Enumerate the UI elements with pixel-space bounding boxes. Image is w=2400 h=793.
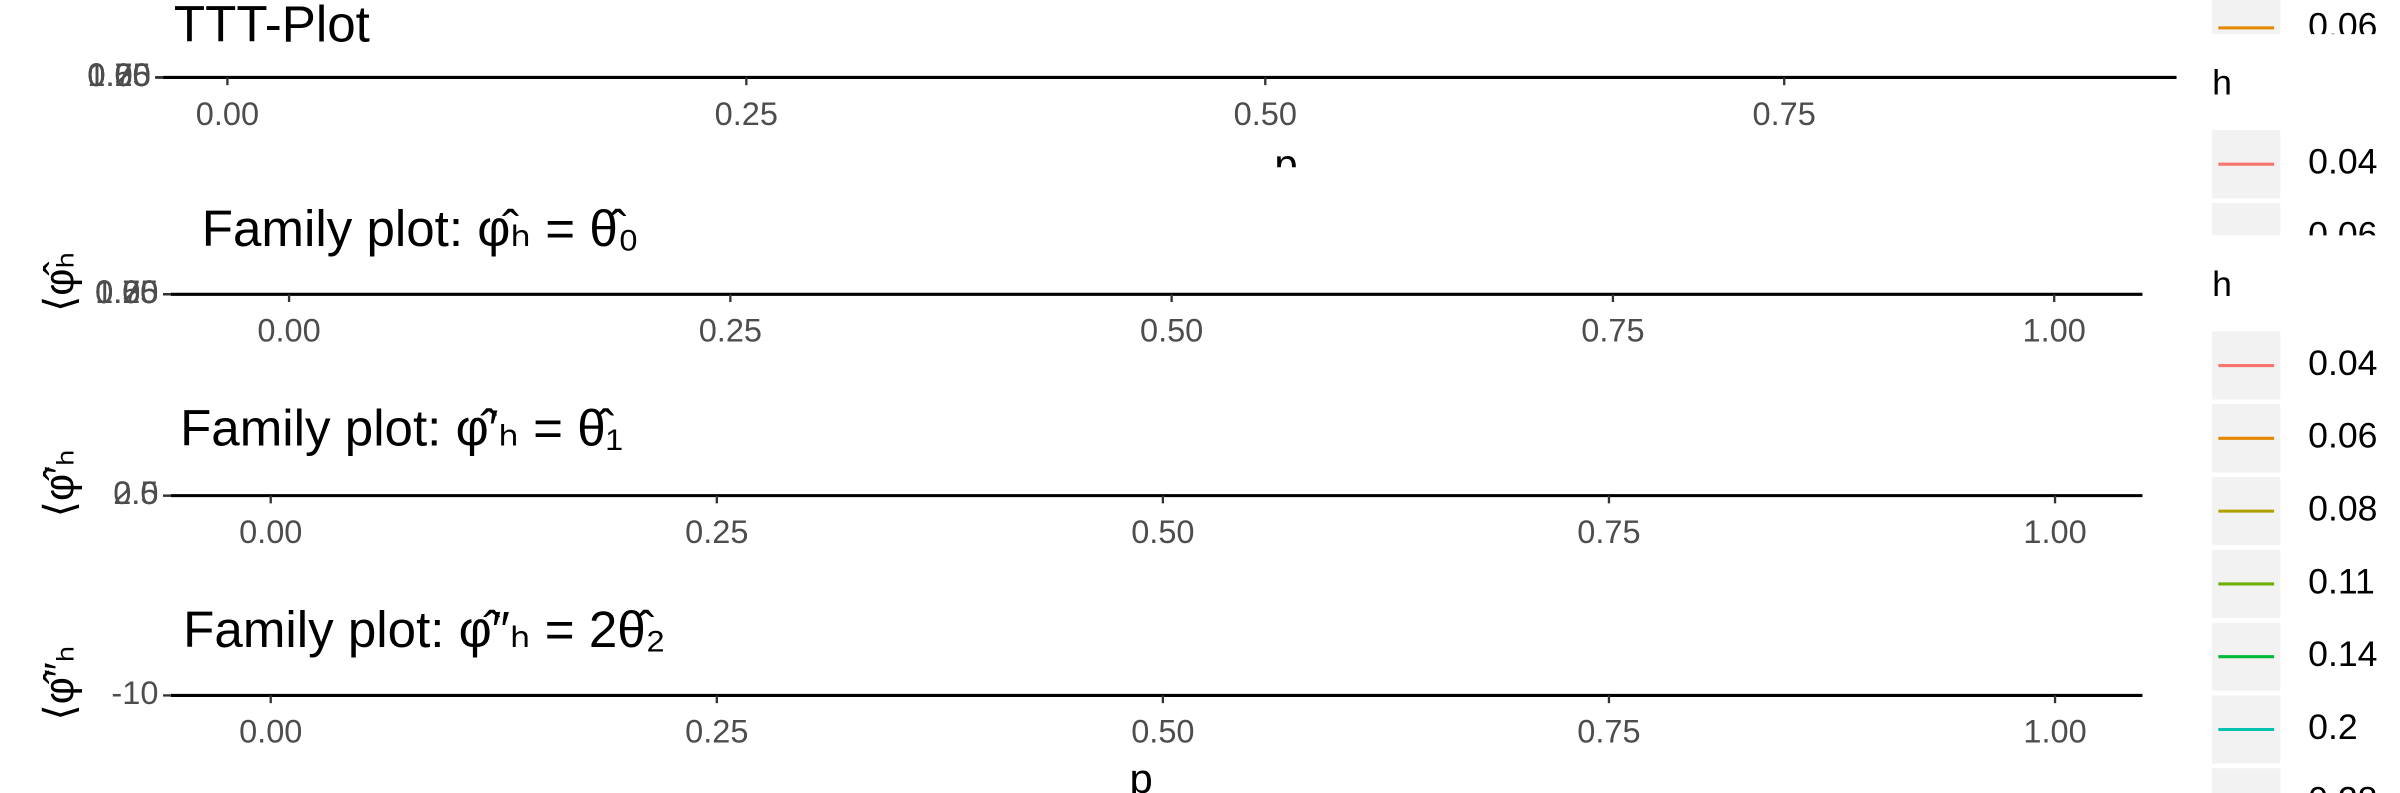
- legend-label: 0.04: [2308, 142, 2377, 182]
- x-tick-label: 0.75: [1577, 714, 1640, 750]
- x-tick-label: 1.00: [2023, 514, 2086, 550]
- x-tick-label: 0.25: [685, 514, 748, 550]
- x-tick-label: 1.00: [2023, 313, 2086, 349]
- legend-label: 0.11: [2308, 561, 2375, 601]
- x-tick-label: 0.50: [1131, 714, 1194, 750]
- x-tick-label: 0.25: [699, 313, 762, 349]
- x-tick-label: 1.00: [2023, 714, 2086, 750]
- x-tick-label: 0.50: [1140, 313, 1203, 349]
- panel: Family plot: φ̂ₕ = θ̂₀0.00 0.25 0.50 0.75 1.…: [35, 200, 2143, 349]
- panel: Family plot: φ̂″ₕ = 2θ̂₂ 0.00 0.25 0.50 0.75…: [35, 601, 2143, 793]
- panel-title: Family plot: φ̂ₕ = θ̂₀: [202, 200, 639, 257]
- legend-label: 0.28: [2308, 780, 2377, 793]
- y-axis-title: ⟨φ̂″ₕ: [35, 645, 82, 720]
- legend: h 0.04 0.06: [2212, 63, 2377, 254]
- y-tick-label: 0.75: [95, 274, 158, 310]
- x-axis-title: p: [1130, 755, 1153, 793]
- x-tick-label: 0.00: [196, 96, 259, 132]
- x-tick-label: 0.00: [239, 714, 302, 750]
- x-tick-label: 0.50: [1131, 514, 1194, 550]
- y-tick-label: 0.50: [95, 274, 158, 310]
- y-axis-title: ⟨φ̂′ₕ: [35, 449, 82, 517]
- y-axis-title: ⟨φ̂ₕ: [35, 252, 82, 312]
- panel-title: Family plot: φ̂″ₕ = 2θ̂₂: [183, 601, 665, 658]
- y-tick-label: 0.25: [95, 274, 158, 310]
- legend-key: [2212, 0, 2281, 35]
- legend-label: 0.06: [2308, 416, 2377, 456]
- x-tick-label: 0.75: [1753, 96, 1816, 132]
- panel: Family plot: φ̂′ₕ = θ̂₁ 0.00 0.25 0.50 0.75 1…: [35, 400, 2143, 550]
- x-tick-label: 0.50: [1234, 96, 1297, 132]
- x-tick-label: 0.75: [1581, 313, 1644, 349]
- x-tick-label: 0.25: [685, 714, 748, 750]
- legend: 0.06: [2212, 0, 2377, 45]
- y-tick-label: 1.00: [95, 274, 158, 310]
- legend-label: 0.04: [2308, 343, 2377, 383]
- y-tick-label: 0.00: [87, 57, 150, 93]
- y-tick-label: -10: [111, 675, 158, 711]
- legend-label: 0.14: [2308, 634, 2377, 674]
- y-tick-label: 0.0: [113, 475, 158, 511]
- y-tick-label: 1.00: [87, 57, 150, 93]
- x-axis-title: p: [1274, 140, 1297, 187]
- panel-title: Family plot: φ̂′ₕ = θ̂₁: [180, 400, 623, 457]
- legend: h 0.04 0.06 0.08 0.11 0.14 0.2 0.28: [2212, 264, 2377, 793]
- legend-label: 0.06: [2308, 214, 2377, 254]
- legend-title: h: [2212, 264, 2232, 304]
- x-tick-label: 0.00: [257, 313, 320, 349]
- x-tick-label: 0.00: [239, 514, 302, 550]
- y-tick-label: 0.00: [95, 274, 158, 310]
- legend-label: 0.08: [2308, 489, 2377, 529]
- legend-key: [2212, 202, 2281, 236]
- y-tick-label: 0.75: [87, 57, 150, 93]
- x-tick-label: 0.25: [715, 96, 778, 132]
- y-tick-label: 0.25: [87, 57, 150, 93]
- panel-title: TTT-Plot: [174, 0, 370, 52]
- y-tick-label: 0.50: [87, 57, 150, 93]
- legend-title: h: [2212, 63, 2232, 103]
- y-tick-label: 2.5: [113, 475, 158, 511]
- x-tick-label: 0.75: [1577, 514, 1640, 550]
- legend-key: [2212, 768, 2281, 793]
- legend-label: 0.06: [2308, 5, 2377, 45]
- legend-label: 0.2: [2308, 707, 2358, 747]
